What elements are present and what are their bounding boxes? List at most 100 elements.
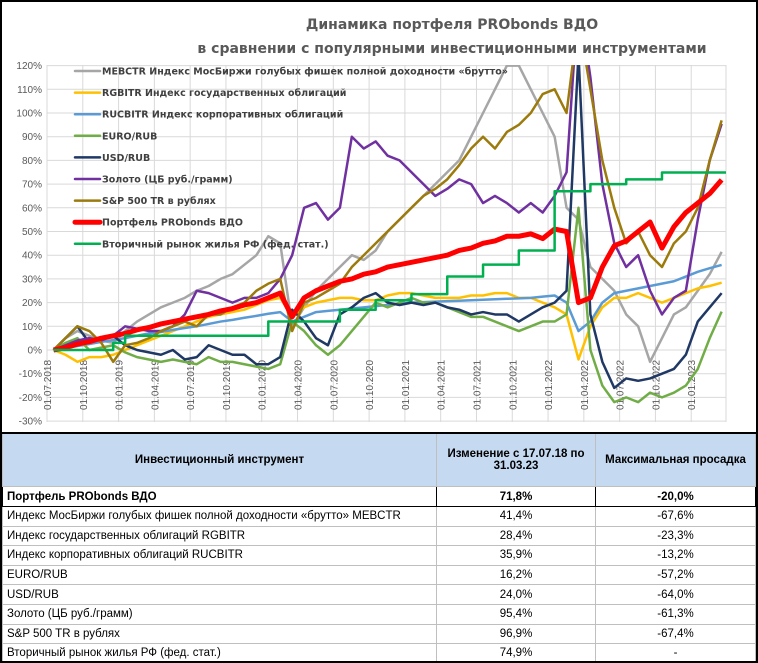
cell-name: Золото (ЦБ руб./грамм) [2,603,437,625]
series-line-8 [53,171,726,352]
cell-name: EURO/RUB [2,564,437,586]
cell-change: 96,9% [436,623,596,645]
y-tick-label: 100% [16,109,42,120]
y-tick-label: 120% [16,61,42,72]
y-tick-label: 30% [22,274,42,285]
y-tick-label: 50% [22,227,42,238]
x-tick-label: 01.07.2021 [472,360,483,410]
table-row: S&P 500 TR в рублях 96,9% -67,4% [2,623,756,645]
cell-change: 24,0% [436,584,596,605]
cell-drawdown: -13,2% [595,545,756,566]
x-tick-label: 01.10.2021 [508,360,519,410]
x-tick-label: 01.01.2020 [258,360,269,410]
x-tick-label: 01.01.2019 [115,360,126,410]
x-tick-label: 01.10.2022 [651,360,662,410]
table-row: Индекс МосБиржи голубых фишек полной дох… [2,506,756,527]
legend-label: RGBITR Индекс государственных облигаций [102,88,346,99]
y-tick-label: 70% [22,180,42,191]
y-tick-label: 80% [22,156,42,167]
cell-change: 28,4% [436,525,596,547]
x-tick-label: 01.04.2022 [580,360,591,410]
y-tick-label: -30% [19,417,42,428]
y-tick-label: 90% [22,132,42,143]
legend-label: Портфель PRObonds ВДО [102,218,243,229]
x-tick-label: 01.04.2021 [437,360,448,410]
x-tick-label: 01.04.2019 [150,360,161,410]
table-row: EURO/RUB 16,2% -57,2% [2,564,756,586]
legend-label: Вторичный рынок жилья РФ (фед. стат.) [102,239,329,250]
cell-drawdown: -57,2% [595,564,756,586]
x-axis: 01.07.2018 01.10.2018 01.01.2019 01.04.2019… [43,360,698,410]
line-chart: Динамика портфеля PRObonds ВДО в сравнен… [16,17,727,428]
cell-name: USD/RUB [2,584,437,605]
series-line-2 [53,263,722,352]
header-instrument: Инвестиционный инструмент [2,432,437,487]
series-line-1 [53,281,722,364]
summary-table: Инвестиционный инструмент Изменение с 17… [2,432,756,661]
cell-change: 41,4% [436,506,596,527]
cell-name: Вторичный рынок жилья РФ (фед. стат.) [2,643,437,661]
legend-label: MEBCTR Индекс МосБиржи голубых фишек пол… [102,67,508,78]
cell-drawdown: -20,0% [595,486,756,507]
cell-change: 74,9% [436,643,596,661]
series-line-6 [52,65,723,364]
cell-name: Портфель PRObonds ВДО [2,486,437,507]
x-tick-label: 01.07.2019 [186,360,197,410]
cell-change: 16,2% [436,564,596,586]
legend-label: EURO/RUB [102,131,157,142]
cell-drawdown: -67,6% [595,506,756,527]
x-tick-label: 01.01.2021 [401,360,412,410]
cell-name: Индекс корпоративных облигаций RUCBITR [2,545,437,566]
legend: MEBCTR Индекс МосБиржи голубых фишек пол… [72,67,508,250]
y-tick-label: 40% [22,251,42,262]
y-tick-label: -20% [19,393,42,404]
table-row: Индекс государственных облигаций RGBITR 2… [2,525,756,547]
header-drawdown: Максимальная просадка [595,432,756,487]
table-row: Золото (ЦБ руб./грамм) 95,4% -61,3% [2,603,756,625]
x-tick-label: 01.10.2019 [222,360,233,410]
y-tick-label: 0% [28,346,43,357]
series-line-4 [52,65,723,390]
x-tick-label: 01.07.2020 [329,360,340,410]
y-tick-label: -10% [19,369,42,380]
cell-change: 71,8% [436,486,596,507]
cell-change: 35,9% [436,545,596,566]
x-tick-label: 01.04.2020 [294,360,305,410]
chart-title-line-2: в сравнении с популярными инвестиционным… [197,41,706,57]
x-tick-label: 01.10.2018 [79,360,90,410]
table-header-row: Инвестиционный инструмент Изменение с 17… [2,432,756,487]
series-lines [52,65,726,404]
cell-drawdown: -67,4% [595,623,756,645]
cell-drawdown: - [595,643,756,661]
y-tick-label: 60% [22,203,42,214]
y-axis: -30% -20% -10% 0% 10% 20% 30% 40% 50% 60% 70% 80% 90… [16,61,42,428]
cell-name: S&P 500 TR в рублях [2,623,437,645]
cell-name: Индекс МосБиржи голубых фишек полной дох… [2,506,437,527]
legend-label: USD/RUB [102,153,150,164]
chart-title-line-1: Динамика портфеля PRObonds ВДО [306,17,598,33]
series-line-3 [52,206,723,404]
table-row: Портфель PRObonds ВДО 71,8% -20,0% [2,486,756,507]
cell-name: Индекс государственных облигаций RGBITR [2,525,437,547]
x-tick-label: 01.01.2022 [544,360,555,410]
cell-drawdown: -23,3% [595,525,756,547]
cell-drawdown: -61,3% [595,603,756,625]
legend-label: Золото (ЦБ руб./грамм) [102,175,233,186]
y-tick-label: 20% [22,298,42,309]
header-change: Изменение с 17.07.18 по 31.03.23 [436,432,596,487]
y-tick-label: 110% [17,85,42,96]
legend-label: S&P 500 TR в рублях [102,196,216,207]
table-row: Вторичный рынок жилья РФ (фед. стат.) 74,… [2,643,756,661]
x-tick-label: 01.07.2018 [43,360,54,410]
y-tick-label: 10% [22,322,42,333]
legend-label: RUCBITR Индекс корпоративных облигаций [102,110,343,121]
table-row: Индекс корпоративных облигаций RUCBITR 35… [2,545,756,566]
series-line-7 [53,178,724,353]
x-tick-label: 01.10.2020 [365,360,376,410]
x-tick-label: 01.07.2022 [616,360,627,410]
x-tick-label: 01.01.2023 [687,360,698,410]
cell-change: 95,4% [436,603,596,625]
table-row: USD/RUB 24,0% -64,0% [2,584,756,605]
cell-drawdown: -64,0% [595,584,756,605]
